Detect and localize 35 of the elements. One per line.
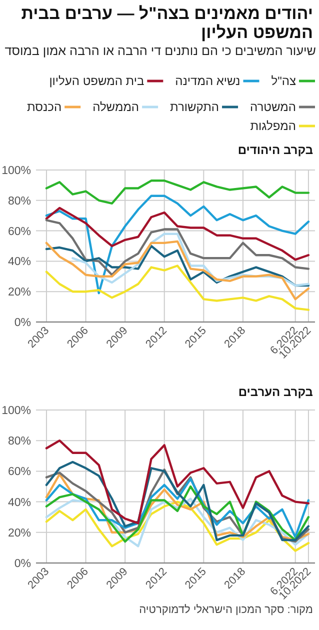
line-series — [45, 440, 310, 524]
y-tick-label: 20% — [8, 527, 31, 540]
line-series — [45, 194, 310, 294]
y-tick-label: 80% — [8, 195, 31, 208]
line-series — [72, 232, 310, 287]
line-series — [45, 180, 310, 205]
legend-label: צה"ל — [271, 74, 296, 88]
legend-label: התקשורת — [170, 100, 220, 114]
chart-title: יהודים מאמינים בצה"ל — ערבים בבית המשפט העליון — [21, 4, 313, 42]
y-tick-label: 40% — [8, 496, 31, 509]
y-tick-label: 100% — [2, 165, 31, 177]
legend-label: המפלגות — [250, 119, 296, 133]
legend-label: נשיא המדינה — [175, 74, 240, 88]
line-series — [45, 240, 310, 300]
chart-subtitle: שיעור המשיבים כי הם נותנים די הרבה או הרבה אמון במוסד — [4, 44, 316, 58]
y-tick-label: 100% — [2, 405, 31, 417]
legend-label: בית המשפט העליון — [49, 74, 144, 88]
legend-label: המשטרה — [250, 100, 296, 114]
y-tick-label: 40% — [8, 256, 31, 268]
y-tick-label: 0% — [14, 317, 31, 329]
y-tick-label: 60% — [8, 226, 31, 238]
line-series — [45, 485, 310, 543]
text: בקרב היהודים — [238, 143, 314, 157]
y-tick-label: 20% — [8, 286, 31, 299]
line-series — [45, 219, 310, 276]
legend-label: הכנסת — [26, 100, 62, 114]
line-series — [45, 264, 310, 311]
y-tick-label: 60% — [8, 466, 31, 478]
chart-title: בקרב הערבים — [238, 385, 314, 399]
y-tick-label: 80% — [8, 436, 31, 448]
line-series — [45, 206, 310, 261]
legend-label: הממשלה — [92, 100, 140, 114]
y-tick-label: 0% — [14, 558, 31, 570]
text: מקור: סקר המכון הישראלי לדמוקרטיה — [139, 604, 313, 616]
line-series — [45, 244, 310, 287]
